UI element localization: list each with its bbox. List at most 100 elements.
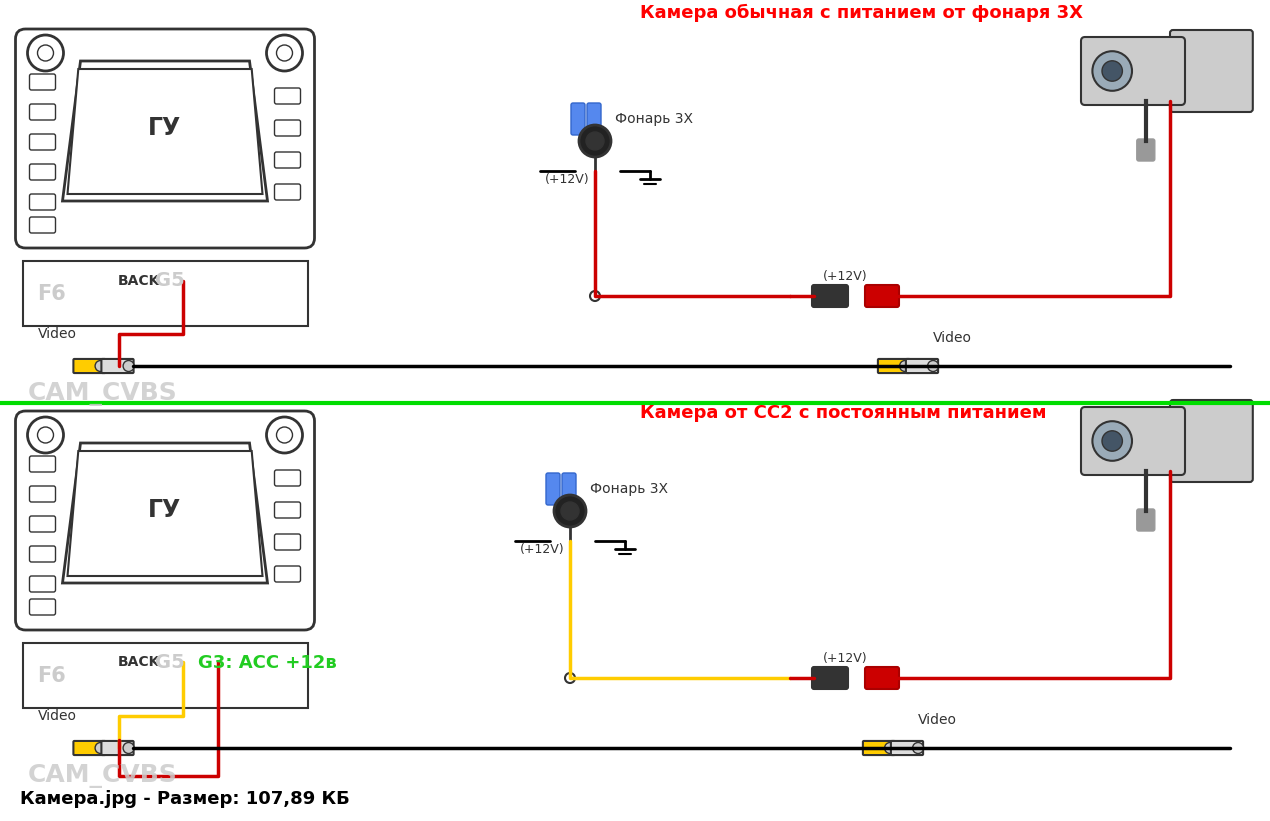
Circle shape: [277, 427, 292, 443]
Text: BACK: BACK: [118, 655, 160, 669]
FancyBboxPatch shape: [29, 74, 56, 90]
FancyBboxPatch shape: [29, 194, 56, 210]
Circle shape: [899, 360, 911, 371]
FancyBboxPatch shape: [29, 134, 56, 150]
Circle shape: [267, 417, 302, 453]
Circle shape: [1092, 51, 1132, 91]
FancyBboxPatch shape: [865, 285, 899, 307]
Circle shape: [95, 360, 107, 371]
Text: Камера.jpg - Размер: 107,89 КБ: Камера.jpg - Размер: 107,89 КБ: [20, 790, 349, 808]
FancyBboxPatch shape: [274, 184, 301, 200]
Circle shape: [1102, 431, 1123, 452]
FancyBboxPatch shape: [546, 473, 560, 505]
FancyBboxPatch shape: [274, 534, 301, 550]
FancyBboxPatch shape: [1081, 407, 1185, 475]
FancyBboxPatch shape: [102, 359, 133, 373]
Circle shape: [1102, 61, 1123, 81]
FancyBboxPatch shape: [29, 456, 56, 472]
Circle shape: [28, 417, 64, 453]
FancyBboxPatch shape: [29, 546, 56, 562]
FancyBboxPatch shape: [74, 741, 105, 755]
Circle shape: [585, 132, 605, 150]
Circle shape: [554, 495, 585, 527]
FancyBboxPatch shape: [29, 486, 56, 502]
FancyBboxPatch shape: [274, 152, 301, 168]
FancyBboxPatch shape: [1081, 37, 1185, 105]
Circle shape: [267, 35, 302, 71]
Circle shape: [579, 125, 611, 157]
FancyBboxPatch shape: [812, 285, 848, 307]
FancyBboxPatch shape: [1170, 30, 1252, 112]
Text: Video: Video: [38, 709, 76, 723]
Circle shape: [885, 742, 895, 754]
Circle shape: [123, 360, 135, 371]
FancyBboxPatch shape: [274, 470, 301, 486]
Circle shape: [28, 35, 64, 71]
FancyBboxPatch shape: [890, 741, 923, 755]
Text: BACK: BACK: [118, 273, 160, 287]
FancyBboxPatch shape: [862, 741, 895, 755]
FancyBboxPatch shape: [563, 473, 577, 505]
FancyBboxPatch shape: [274, 120, 301, 136]
FancyBboxPatch shape: [74, 359, 105, 373]
FancyBboxPatch shape: [1137, 509, 1154, 531]
FancyBboxPatch shape: [1137, 139, 1154, 161]
Text: F6: F6: [38, 666, 66, 686]
FancyBboxPatch shape: [29, 599, 56, 615]
Circle shape: [565, 673, 575, 683]
Text: CAM_CVBS: CAM_CVBS: [28, 764, 178, 788]
Text: (+12V): (+12V): [823, 270, 867, 283]
FancyBboxPatch shape: [29, 576, 56, 592]
Text: ГУ: ГУ: [149, 116, 182, 140]
FancyBboxPatch shape: [102, 741, 133, 755]
Polygon shape: [67, 451, 263, 576]
Text: G5: G5: [155, 653, 184, 672]
FancyBboxPatch shape: [1170, 400, 1252, 482]
FancyBboxPatch shape: [29, 516, 56, 532]
Circle shape: [95, 742, 107, 754]
Circle shape: [123, 742, 135, 754]
Text: Камера от СС2 с постоянным питанием: Камера от СС2 с постоянным питанием: [640, 404, 1046, 422]
FancyBboxPatch shape: [274, 502, 301, 518]
FancyBboxPatch shape: [29, 164, 56, 180]
FancyBboxPatch shape: [29, 104, 56, 120]
Text: (+12V): (+12V): [545, 173, 589, 186]
FancyBboxPatch shape: [812, 667, 848, 689]
Bar: [23, 643, 307, 708]
FancyBboxPatch shape: [274, 566, 301, 582]
Bar: [23, 261, 307, 326]
FancyBboxPatch shape: [29, 217, 56, 233]
Text: (+12V): (+12V): [823, 652, 867, 665]
Text: G3: АСС +12в: G3: АСС +12в: [198, 654, 337, 672]
Circle shape: [277, 45, 292, 61]
Circle shape: [913, 742, 923, 754]
Text: Камера обычная с питанием от фонаря 3Х: Камера обычная с питанием от фонаря 3Х: [640, 4, 1083, 22]
FancyBboxPatch shape: [15, 411, 315, 630]
Text: CAM_CVBS: CAM_CVBS: [28, 382, 178, 406]
FancyBboxPatch shape: [274, 88, 301, 104]
Polygon shape: [62, 443, 268, 583]
FancyBboxPatch shape: [906, 359, 939, 373]
Circle shape: [591, 291, 599, 301]
Circle shape: [1092, 421, 1132, 461]
Text: (+12V): (+12V): [519, 543, 565, 556]
FancyBboxPatch shape: [572, 103, 585, 135]
Text: F6: F6: [38, 283, 66, 304]
Circle shape: [38, 45, 53, 61]
Text: Video: Video: [38, 327, 76, 341]
FancyBboxPatch shape: [878, 359, 911, 373]
Text: Фонарь 3Х: Фонарь 3Х: [615, 112, 693, 126]
FancyBboxPatch shape: [865, 667, 899, 689]
Text: Video: Video: [933, 331, 972, 345]
Circle shape: [927, 360, 939, 371]
FancyBboxPatch shape: [15, 29, 315, 248]
Polygon shape: [62, 61, 268, 201]
Text: G5: G5: [155, 271, 184, 290]
Polygon shape: [67, 69, 263, 194]
Text: ГУ: ГУ: [149, 498, 182, 522]
Text: Video: Video: [918, 713, 958, 727]
Circle shape: [561, 502, 579, 520]
Text: Фонарь 3Х: Фонарь 3Х: [591, 482, 668, 496]
Circle shape: [38, 427, 53, 443]
FancyBboxPatch shape: [587, 103, 601, 135]
